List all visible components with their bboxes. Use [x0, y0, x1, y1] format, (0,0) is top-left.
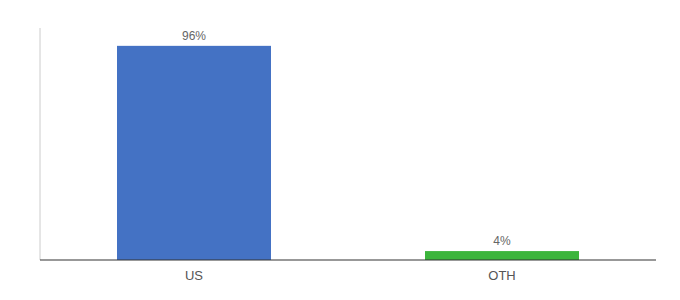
data-label: 4%: [493, 234, 511, 248]
chart-container: US OTH 96% 4%: [0, 0, 680, 300]
y-axis-line: [40, 28, 41, 260]
x-tick-label: OTH: [488, 268, 515, 283]
chart: US OTH 96% 4%: [0, 0, 680, 300]
page: {"chart_data": {"type": "bar", "categori…: [0, 0, 680, 300]
data-label: 96%: [182, 29, 206, 43]
bar: [425, 251, 579, 260]
x-axis-line: [40, 259, 656, 260]
bar: [117, 46, 271, 260]
bars: [117, 46, 579, 260]
x-tick-label: US: [185, 268, 203, 283]
